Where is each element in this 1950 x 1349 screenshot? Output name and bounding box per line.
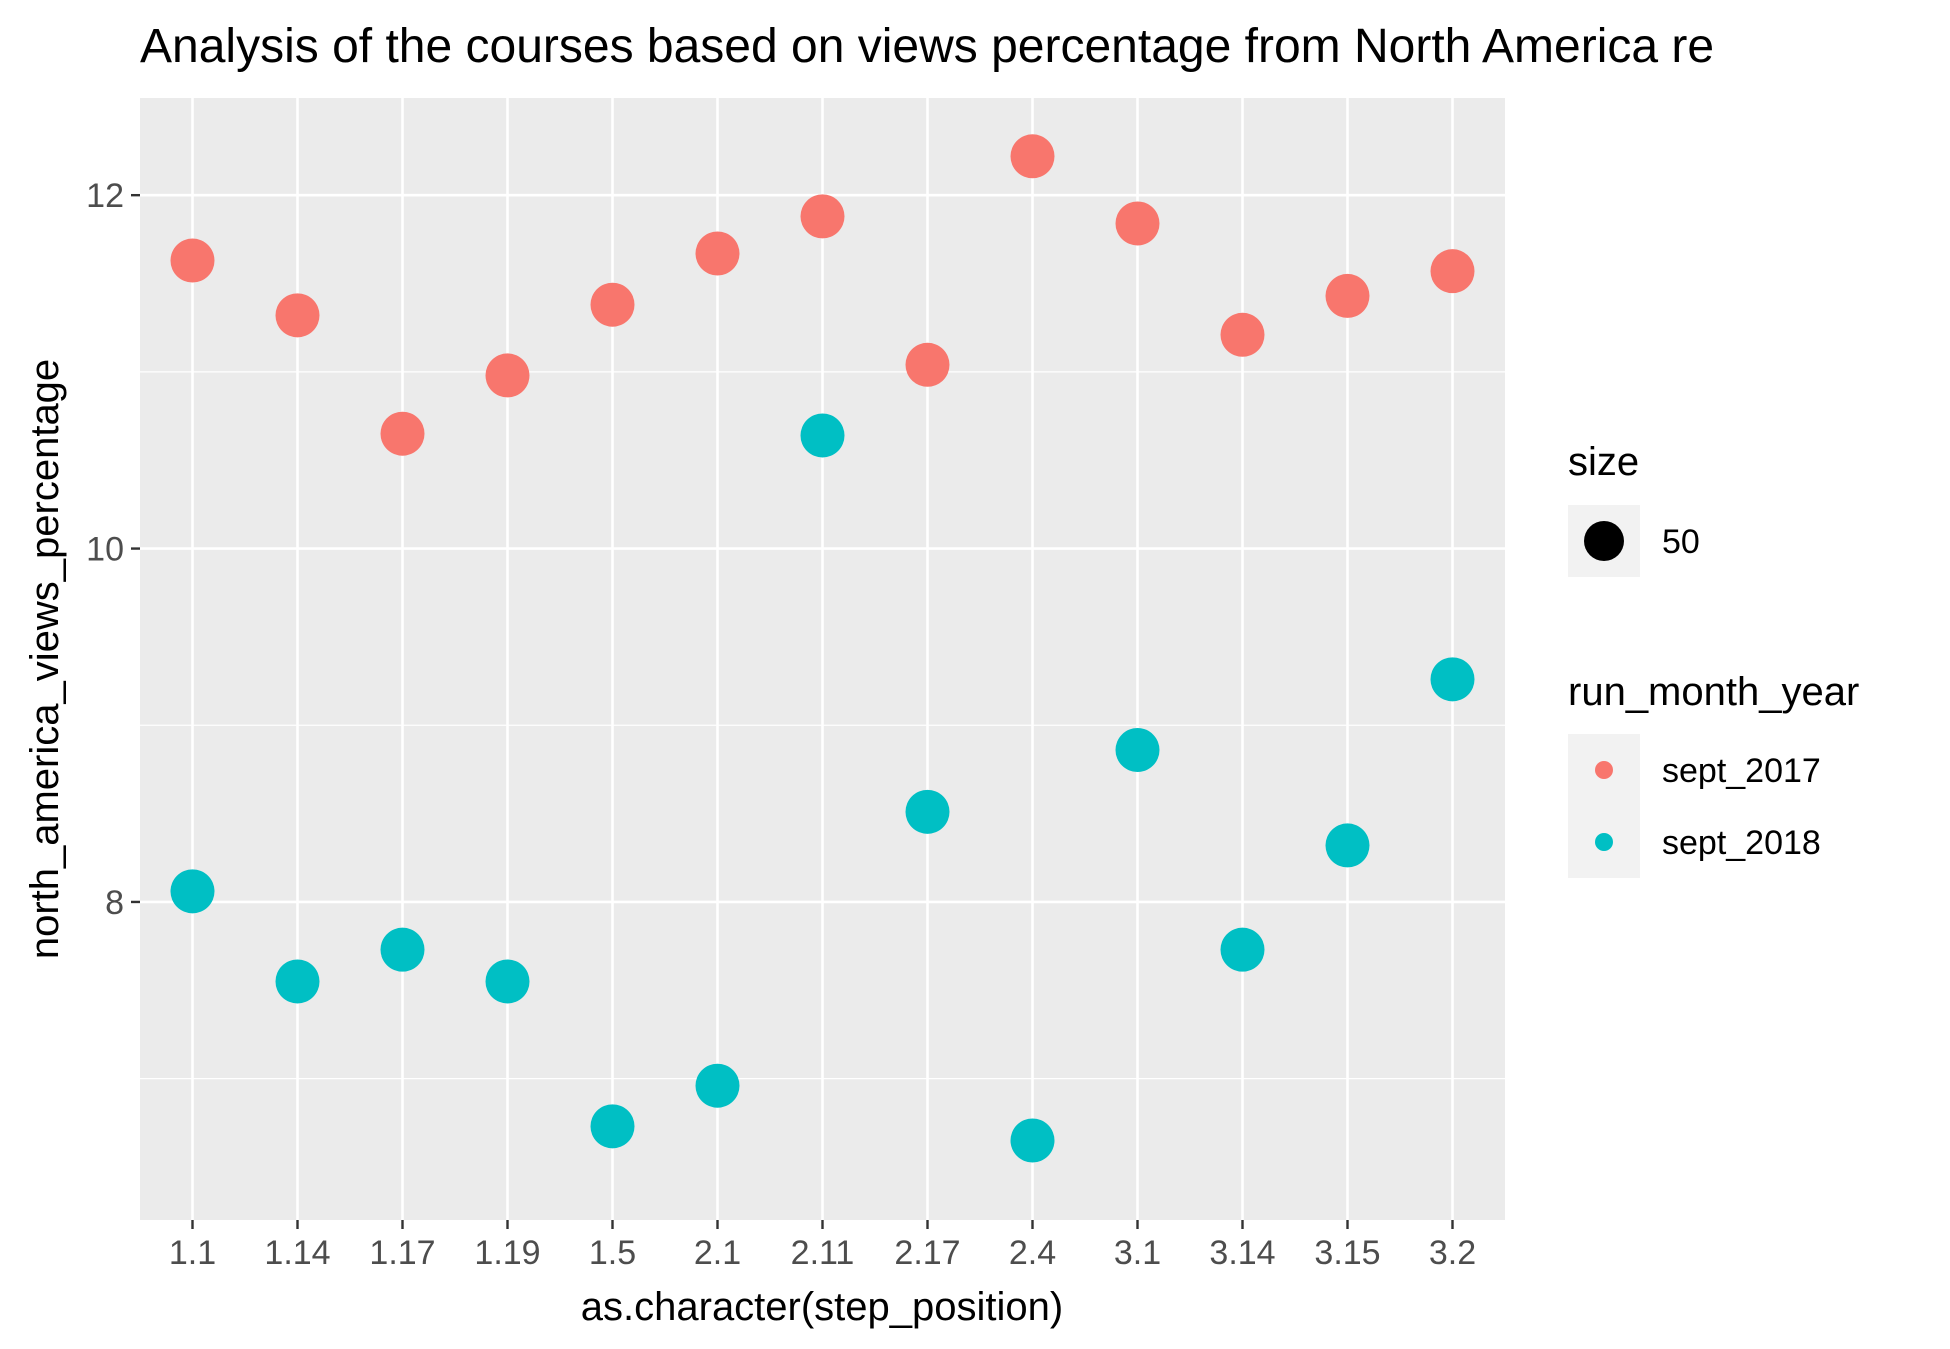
legend-item-label: sept_2018 bbox=[1662, 824, 1821, 862]
data-point bbox=[1325, 823, 1370, 868]
data-point bbox=[695, 1063, 740, 1108]
x-tick-label: 1.14 bbox=[264, 1234, 330, 1272]
data-point bbox=[485, 353, 530, 398]
x-tick-label: 1.17 bbox=[369, 1234, 435, 1272]
data-point bbox=[1115, 727, 1160, 772]
data-point bbox=[170, 869, 215, 914]
data-point bbox=[1115, 201, 1160, 246]
data-point bbox=[1220, 312, 1265, 357]
x-tick-label: 2.1 bbox=[694, 1234, 741, 1272]
x-tick-label: 2.11 bbox=[791, 1234, 855, 1272]
legend-item-label: sept_2017 bbox=[1662, 752, 1821, 790]
x-axis: 1.1 1.14 1.17 1.19 1.5 2.1 2.11 2.17 2.4 3.1 3.14 3… bbox=[169, 1220, 1476, 1272]
major-gridlines bbox=[140, 98, 1505, 1220]
data-point bbox=[1010, 1118, 1055, 1163]
data-point bbox=[380, 927, 425, 972]
data-point bbox=[1220, 927, 1265, 972]
data-point bbox=[1430, 249, 1475, 294]
legend-color-title: run_month_year bbox=[1568, 670, 1859, 714]
data-point bbox=[1430, 657, 1475, 702]
x-tick-label: 3.15 bbox=[1314, 1234, 1380, 1272]
x-tick-label: 2.4 bbox=[1009, 1234, 1056, 1272]
data-point bbox=[800, 194, 845, 239]
legend-color-dot bbox=[1595, 761, 1613, 779]
data-point bbox=[485, 959, 530, 1004]
y-axis-title: north_america_views_percentage bbox=[23, 359, 67, 959]
x-tick-label: 2.17 bbox=[894, 1234, 960, 1272]
data-point bbox=[800, 413, 845, 458]
data-point bbox=[275, 959, 320, 1004]
data-point bbox=[695, 231, 740, 276]
x-tick-label: 1.5 bbox=[589, 1234, 636, 1272]
data-point bbox=[905, 789, 950, 834]
data-points bbox=[170, 134, 1475, 1163]
legend-color-dot bbox=[1595, 833, 1613, 851]
data-point bbox=[170, 238, 215, 283]
x-axis-title: as.character(step_position) bbox=[581, 1285, 1063, 1329]
x-tick-label: 3.2 bbox=[1429, 1234, 1476, 1272]
x-tick-label: 3.1 bbox=[1114, 1234, 1161, 1272]
x-tick-label: 3.14 bbox=[1209, 1234, 1275, 1272]
y-tick-label: 12 bbox=[86, 177, 124, 215]
y-tick-label: 8 bbox=[105, 884, 124, 922]
data-point bbox=[590, 282, 635, 327]
data-point bbox=[275, 293, 320, 338]
legend-size-dot bbox=[1584, 521, 1624, 561]
x-tick-label: 1.1 bbox=[169, 1234, 216, 1272]
data-point bbox=[380, 411, 425, 456]
data-point bbox=[1325, 273, 1370, 318]
chart-title: Analysis of the courses based on views p… bbox=[140, 20, 1714, 73]
legend-size-title: size bbox=[1568, 440, 1639, 484]
legend-size-label: 50 bbox=[1662, 523, 1700, 561]
data-point bbox=[1010, 134, 1055, 179]
x-tick-label: 1.19 bbox=[474, 1234, 540, 1272]
legend-color-key bbox=[1568, 734, 1640, 878]
data-point bbox=[905, 342, 950, 387]
legend: size 50 run_month_year sept_2017 sept_201… bbox=[1568, 440, 1859, 878]
y-tick-label: 10 bbox=[86, 531, 124, 569]
y-axis: 8 10 12 bbox=[86, 177, 140, 922]
data-point bbox=[590, 1104, 635, 1149]
